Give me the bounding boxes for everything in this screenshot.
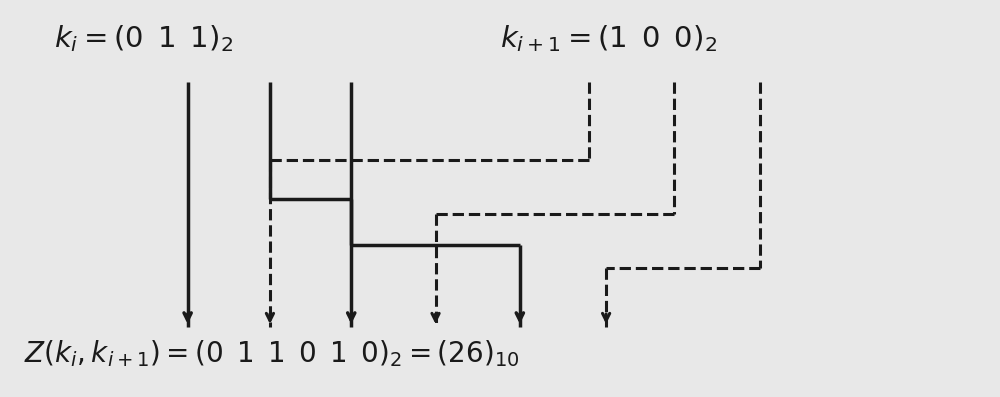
Text: $Z(k_i, k_{i+1}) = (0 \enspace 1 \enspace 1 \enspace 0 \enspace 1 \enspace 0)_2=: $Z(k_i, k_{i+1}) = (0 \enspace 1 \enspac… — [24, 338, 520, 369]
Text: $k_i = (0 \enspace 1 \enspace 1)_2$: $k_i = (0 \enspace 1 \enspace 1)_2$ — [54, 23, 233, 54]
Text: $k_{i+1} = (1 \enspace 0 \enspace 0)_2$: $k_{i+1} = (1 \enspace 0 \enspace 0)_2$ — [500, 23, 717, 54]
